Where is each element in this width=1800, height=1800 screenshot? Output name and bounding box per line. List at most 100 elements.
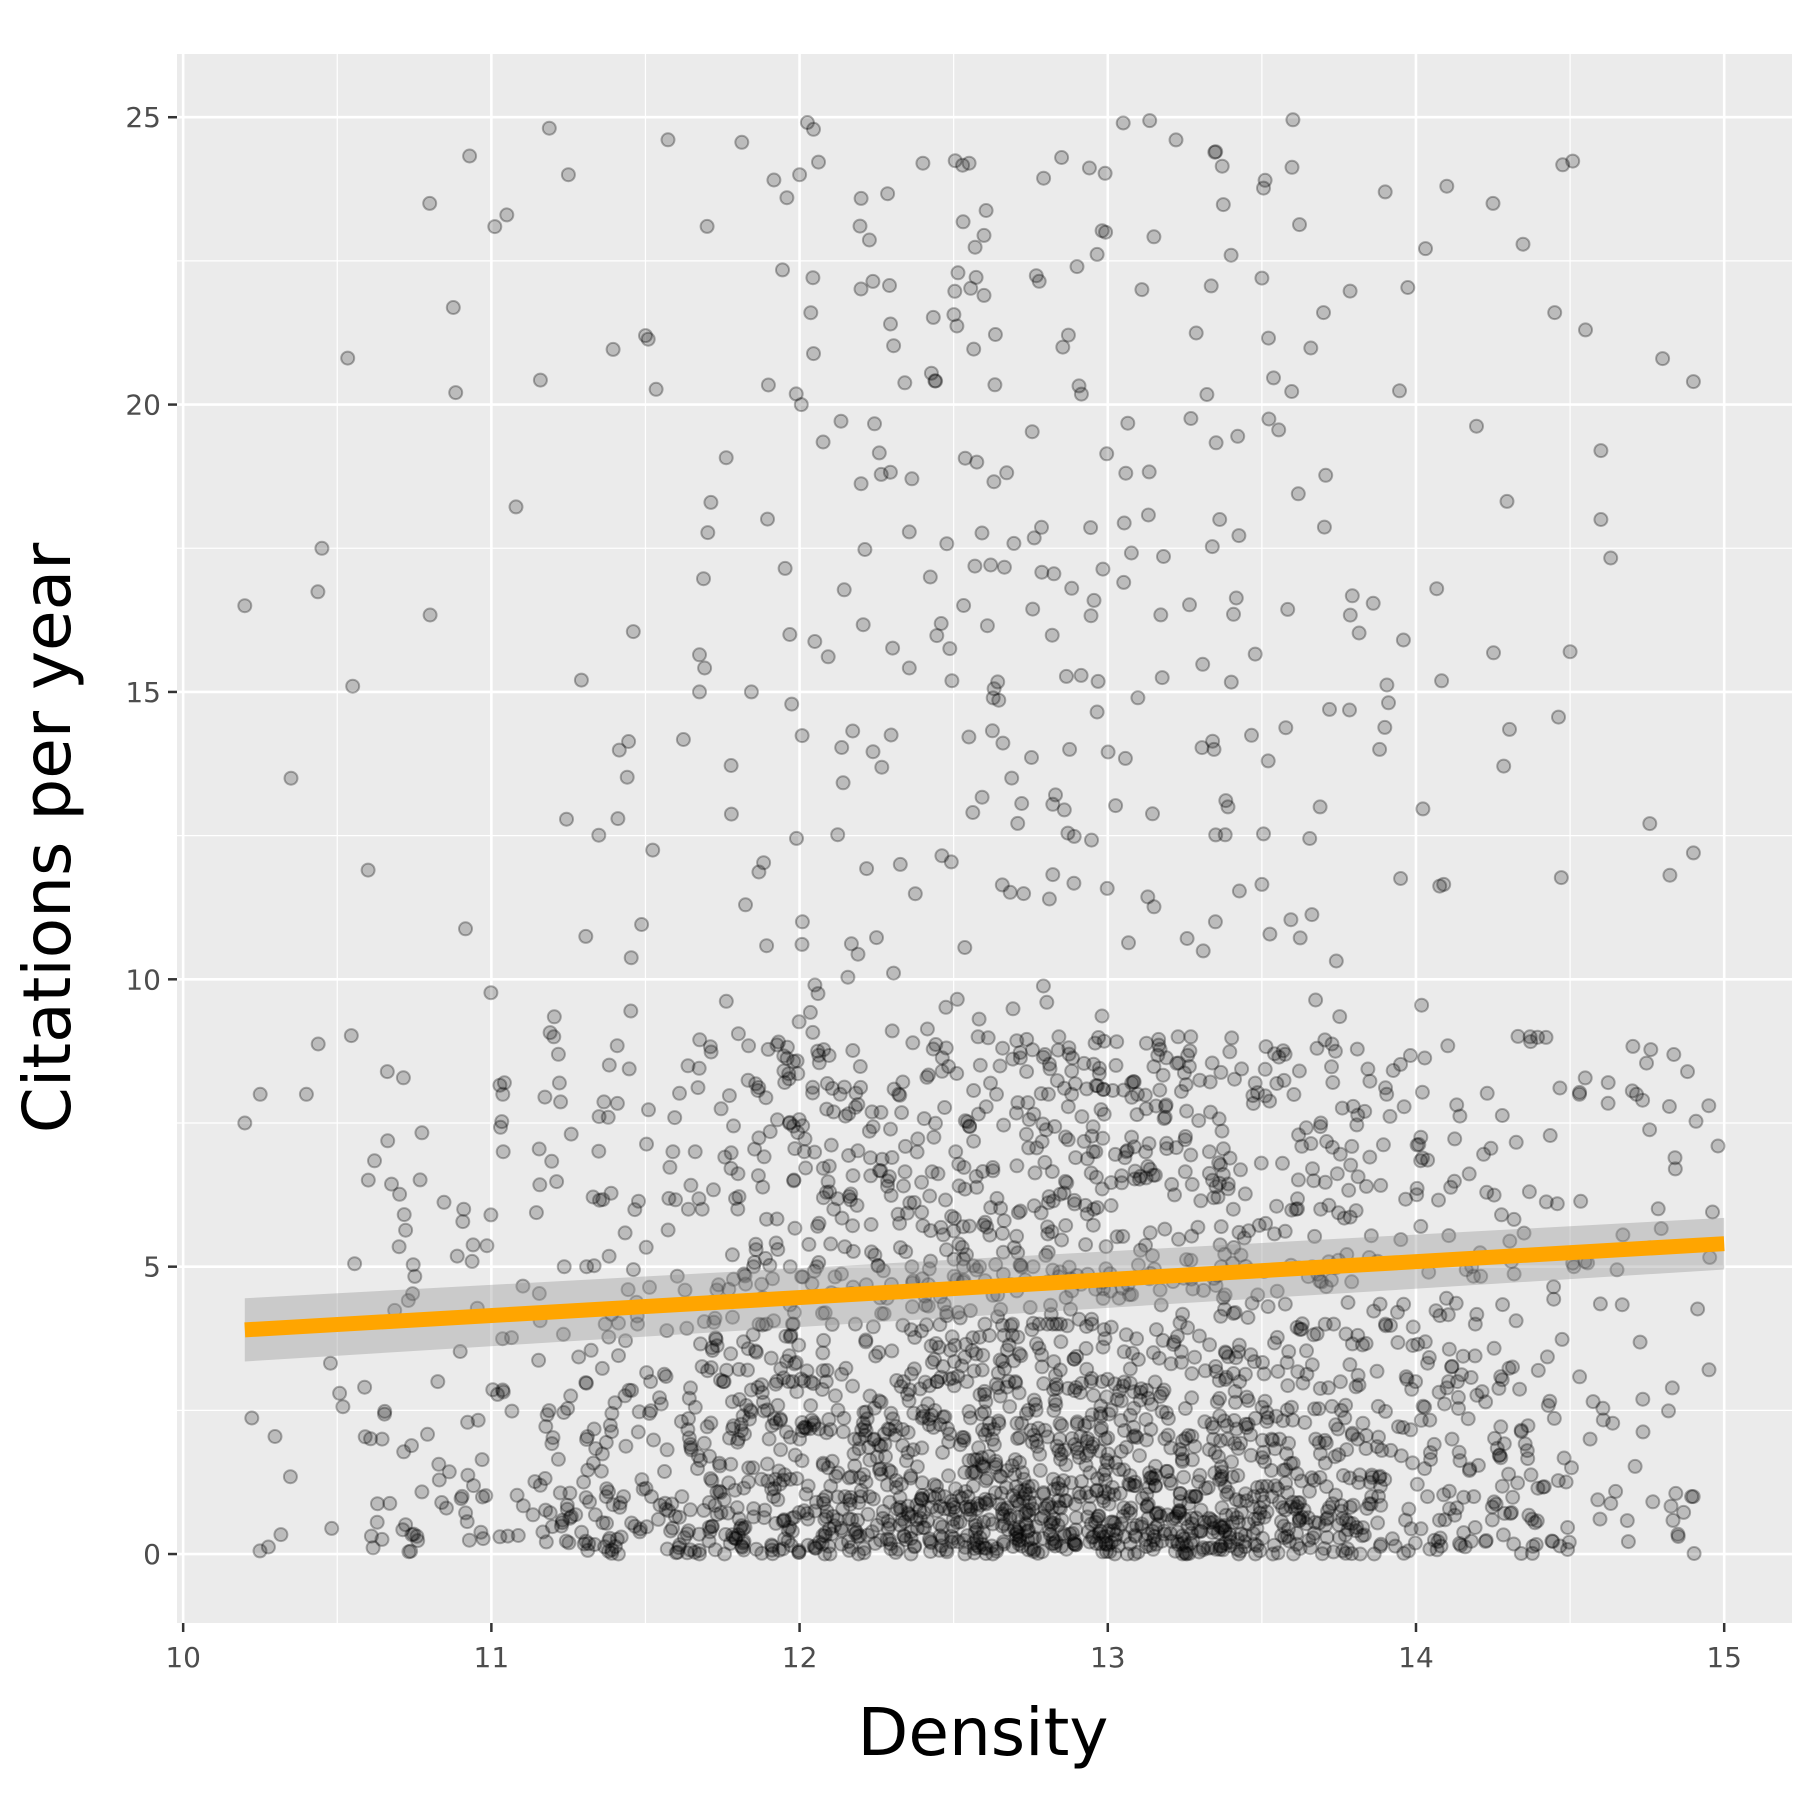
data-point: [763, 1350, 779, 1366]
data-point: [1084, 1316, 1100, 1332]
data-point: [1284, 1399, 1299, 1415]
data-point: [591, 827, 607, 843]
data-point: [1485, 195, 1501, 211]
data-point: [681, 1411, 696, 1427]
data-point: [1395, 632, 1411, 648]
data-point: [492, 1077, 508, 1093]
data-point: [598, 1434, 614, 1450]
data-point: [1255, 1530, 1270, 1546]
data-point: [865, 744, 881, 760]
data-point: [805, 1079, 821, 1095]
data-point: [991, 1496, 1007, 1512]
data-point: [1124, 1287, 1140, 1303]
data-point: [735, 1535, 751, 1551]
data-point: [935, 1445, 951, 1460]
data-point: [962, 1410, 978, 1426]
data-point: [1212, 1541, 1228, 1557]
data-point: [552, 1485, 568, 1501]
data-point: [1102, 1544, 1118, 1560]
data-point: [587, 1537, 603, 1552]
data-point: [597, 1539, 613, 1555]
data-point: [891, 1086, 907, 1102]
data-point: [1512, 1381, 1528, 1397]
data-point: [1417, 1399, 1433, 1415]
data-point: [618, 1438, 634, 1454]
data-point: [1126, 1139, 1142, 1155]
data-point: [932, 1516, 948, 1532]
data-point: [803, 1398, 819, 1414]
data-point: [1154, 670, 1170, 686]
data-point: [903, 1509, 919, 1524]
data-point: [794, 1453, 810, 1469]
data-point: [815, 1345, 831, 1361]
data-point: [889, 1373, 905, 1388]
data-point: [445, 300, 461, 315]
data-point: [1093, 1102, 1109, 1118]
data-point: [1466, 1489, 1482, 1505]
data-point: [458, 921, 473, 937]
data-point: [794, 1415, 810, 1430]
data-point: [841, 1470, 857, 1486]
data-point: [876, 1426, 892, 1442]
data-point: [798, 1486, 814, 1502]
data-point: [1230, 1468, 1246, 1483]
data-point: [1279, 1402, 1295, 1418]
data-point: [1456, 1525, 1472, 1541]
data-point: [1064, 1525, 1080, 1541]
data-point: [760, 1041, 776, 1057]
data-point: [1034, 1347, 1050, 1363]
data-point: [736, 1480, 752, 1496]
data-point: [852, 218, 868, 234]
data-point: [872, 1163, 887, 1178]
data-point: [1031, 1340, 1047, 1356]
data-point: [1071, 378, 1087, 394]
data-point: [797, 1419, 813, 1435]
data-point: [713, 1101, 729, 1117]
data-point: [1449, 1500, 1465, 1516]
data-point: [786, 1509, 802, 1525]
data-point: [1055, 1473, 1071, 1489]
data-point: [1079, 1206, 1095, 1222]
data-point: [1428, 1303, 1444, 1319]
data-point: [930, 1166, 946, 1182]
data-point: [1261, 411, 1277, 427]
data-point: [1552, 1538, 1568, 1554]
data-point: [1642, 816, 1658, 832]
data-point: [1542, 1393, 1558, 1409]
data-point: [1701, 1098, 1717, 1114]
data-point: [1212, 1472, 1227, 1488]
data-point: [1508, 1134, 1524, 1150]
data-point: [806, 346, 821, 362]
data-point: [1074, 1109, 1090, 1125]
data-point: [972, 1530, 988, 1546]
data-point: [1396, 1296, 1412, 1312]
data-point: [929, 1374, 945, 1390]
data-point: [1396, 1099, 1412, 1115]
data-point: [422, 607, 438, 623]
data-point: [1290, 1364, 1306, 1380]
data-point: [495, 1384, 511, 1400]
data-point: [933, 1219, 949, 1235]
data-point: [553, 1094, 569, 1110]
data-point: [1474, 1384, 1490, 1400]
data-point: [1625, 1038, 1641, 1054]
data-point: [687, 1144, 703, 1160]
data-point: [1047, 1119, 1063, 1134]
data-point: [1340, 1295, 1356, 1310]
data-point: [690, 1080, 706, 1096]
data-point: [1278, 1475, 1294, 1491]
data-point: [1241, 1223, 1257, 1239]
data-point: [1259, 1414, 1275, 1429]
data-point: [1091, 1030, 1106, 1045]
data-point: [1040, 1244, 1056, 1260]
data-point: [1143, 1421, 1159, 1437]
data-point: [1163, 1356, 1179, 1372]
data-point: [1535, 1479, 1551, 1495]
data-point: [859, 861, 875, 877]
data-point: [460, 1467, 476, 1483]
data-point: [1006, 535, 1022, 551]
data-point: [871, 1462, 887, 1478]
data-point: [900, 1445, 916, 1461]
data-point: [1008, 1530, 1024, 1546]
data-point: [609, 1038, 625, 1054]
